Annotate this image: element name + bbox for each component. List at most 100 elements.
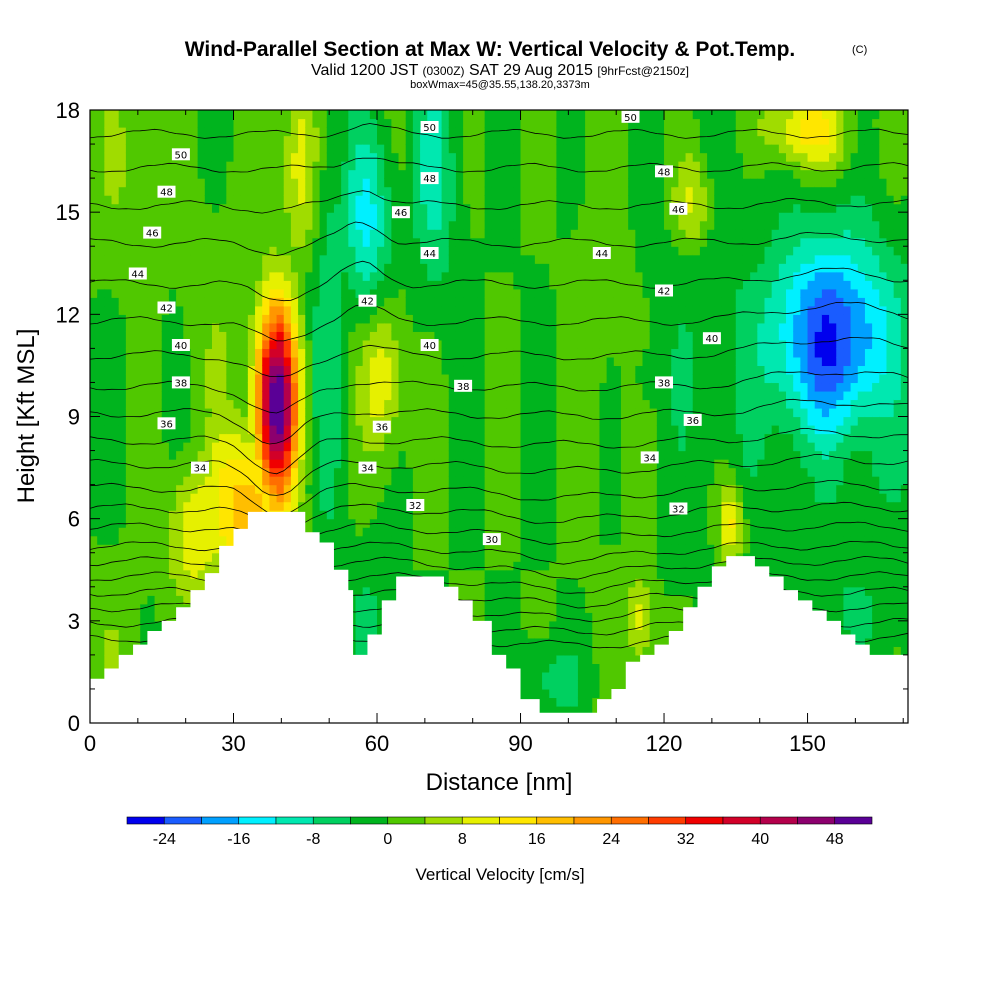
heat-cell bbox=[247, 220, 256, 230]
heat-cell bbox=[513, 527, 522, 537]
heat-cell bbox=[341, 152, 349, 162]
heat-cell bbox=[542, 118, 550, 128]
heat-cell bbox=[520, 152, 529, 162]
heat-cell bbox=[477, 271, 486, 281]
heat-cell bbox=[577, 527, 586, 537]
heat-cell bbox=[255, 305, 263, 315]
heat-cell bbox=[247, 203, 256, 213]
heat-cell bbox=[161, 161, 170, 171]
heat-cell bbox=[362, 390, 371, 401]
heat-cell bbox=[549, 144, 558, 154]
heat-cell bbox=[111, 450, 120, 460]
heat-cell bbox=[312, 246, 321, 256]
heat-cell bbox=[556, 297, 565, 307]
box-info: boxWmax=45@35.55,138.20,3373m bbox=[410, 79, 590, 91]
heat-cell bbox=[556, 178, 565, 188]
heat-cell bbox=[176, 365, 184, 375]
heat-cell bbox=[441, 484, 450, 494]
heat-cell bbox=[226, 527, 235, 537]
heat-cell bbox=[563, 271, 572, 281]
heat-cell bbox=[527, 450, 536, 460]
heat-cell bbox=[369, 373, 378, 384]
heat-cell bbox=[290, 416, 299, 426]
heat-cell bbox=[204, 561, 213, 571]
heat-cell bbox=[90, 288, 98, 298]
heat-cell bbox=[506, 527, 514, 537]
heat-cell bbox=[412, 390, 421, 401]
heat-cell bbox=[111, 535, 120, 545]
heat-cell bbox=[441, 493, 450, 503]
heat-cell bbox=[362, 646, 371, 656]
heat-cell bbox=[463, 110, 471, 120]
heat-cell bbox=[133, 161, 141, 171]
heat-cell bbox=[377, 459, 385, 469]
heat-cell bbox=[377, 135, 385, 145]
heat-cell bbox=[283, 178, 292, 188]
heat-cell bbox=[190, 271, 199, 281]
heat-cell bbox=[211, 144, 220, 154]
heat-cell bbox=[441, 110, 450, 120]
heat-cell bbox=[154, 365, 163, 375]
heat-cell bbox=[118, 586, 127, 596]
heat-cell bbox=[204, 144, 213, 154]
heat-cell bbox=[513, 646, 522, 656]
heat-cell bbox=[549, 535, 558, 545]
heat-cell bbox=[283, 195, 292, 205]
heat-cell bbox=[204, 195, 213, 205]
heat-cell bbox=[104, 118, 113, 128]
heat-cell bbox=[276, 314, 285, 324]
heat-cell bbox=[176, 510, 184, 520]
heat-cell bbox=[542, 127, 550, 137]
heat-cell bbox=[484, 161, 493, 171]
heat-cell bbox=[111, 135, 120, 145]
heat-cell bbox=[140, 450, 149, 460]
heat-cell bbox=[133, 144, 141, 154]
heat-cell bbox=[355, 646, 364, 656]
heat-cell bbox=[534, 161, 543, 171]
heat-cell bbox=[441, 161, 450, 171]
heat-cell bbox=[240, 195, 249, 205]
heat-cell bbox=[233, 373, 242, 384]
heat-cell bbox=[305, 195, 314, 205]
heat-cell bbox=[391, 373, 400, 384]
heat-cell bbox=[348, 195, 357, 205]
heat-cell bbox=[125, 280, 134, 290]
heat-cell bbox=[133, 578, 141, 588]
heat-cell bbox=[305, 399, 314, 409]
heat-cell bbox=[355, 527, 364, 537]
heat-cell bbox=[104, 493, 113, 503]
heat-cell bbox=[118, 254, 127, 264]
heat-cell bbox=[269, 169, 278, 179]
heat-cell bbox=[211, 535, 220, 545]
heat-cell bbox=[556, 263, 565, 273]
heat-cell bbox=[161, 118, 170, 128]
heat-cell bbox=[168, 459, 177, 469]
heat-cell bbox=[556, 322, 565, 332]
heat-cell bbox=[520, 654, 529, 664]
heat-cell bbox=[161, 476, 170, 486]
heat-cell bbox=[154, 254, 163, 264]
heat-cell bbox=[570, 203, 579, 213]
heat-cell bbox=[542, 612, 550, 622]
heat-cell bbox=[405, 118, 414, 128]
forecast-info: [9hrFcst@2150z] bbox=[597, 64, 689, 78]
heat-cell bbox=[204, 314, 213, 324]
heat-cell bbox=[570, 118, 579, 128]
heat-cell bbox=[412, 484, 421, 494]
heat-cell bbox=[262, 263, 270, 273]
heat-cell bbox=[455, 331, 464, 341]
heat-cell bbox=[448, 263, 457, 273]
heat-cell bbox=[326, 288, 335, 298]
heat-cell bbox=[140, 476, 149, 486]
heat-cell bbox=[491, 271, 500, 281]
heat-cell bbox=[283, 373, 292, 384]
heat-cell bbox=[168, 518, 177, 528]
heat-cell bbox=[176, 254, 184, 264]
heat-cell bbox=[405, 237, 414, 247]
heat-cell bbox=[384, 518, 392, 528]
heat-cell bbox=[161, 322, 170, 332]
heat-cell bbox=[111, 425, 120, 435]
heat-cell bbox=[204, 527, 213, 537]
heat-cell bbox=[283, 331, 292, 341]
heat-cell bbox=[262, 416, 270, 426]
